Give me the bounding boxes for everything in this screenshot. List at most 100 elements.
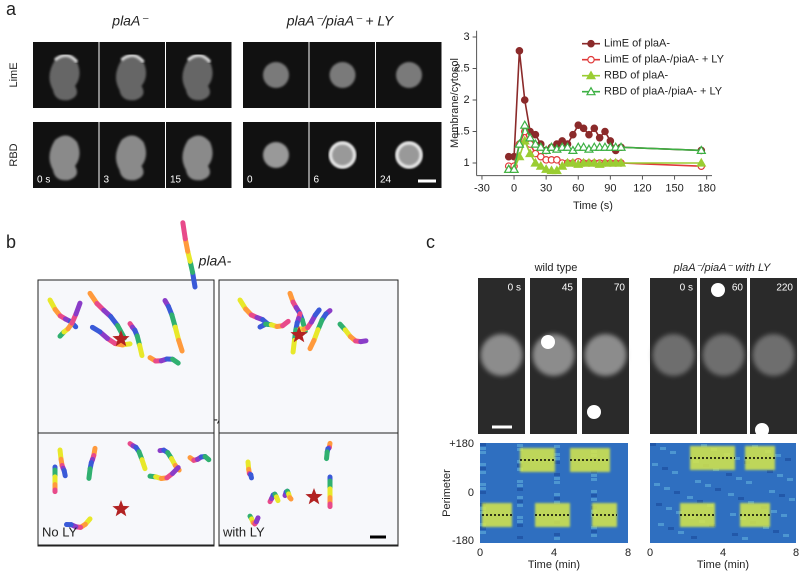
kymo-texture <box>591 498 597 501</box>
data-point <box>520 96 529 104</box>
kymo-texture <box>480 463 486 466</box>
cell <box>652 334 695 376</box>
cell-track <box>280 318 291 329</box>
kymo-texture <box>742 537 748 540</box>
y-tick-label: +180 <box>449 438 474 450</box>
data-point <box>574 121 583 130</box>
cell <box>396 62 422 88</box>
x-tick-label: 0 <box>511 183 517 195</box>
needle-tip <box>711 283 725 297</box>
cortex <box>187 54 212 64</box>
y-tick-label: 0 <box>468 487 474 499</box>
kymo-texture <box>480 527 486 530</box>
cell <box>182 55 213 101</box>
cell <box>115 55 147 101</box>
kymo-texture <box>695 480 701 483</box>
data-point <box>589 157 600 167</box>
legend-marker <box>585 70 597 80</box>
axis-label: Membrane/cytosol <box>449 58 461 148</box>
kymo-texture <box>691 536 697 539</box>
data-point <box>569 130 577 139</box>
x-tick-label: 4 <box>720 547 726 559</box>
cell-track <box>73 300 83 317</box>
kymo-texture <box>480 531 486 534</box>
kymo-texture <box>480 443 486 446</box>
kymo-texture <box>591 526 597 529</box>
data-point <box>553 156 561 164</box>
axis-label: Time (min) <box>697 559 749 571</box>
time-label: 3 <box>104 175 110 186</box>
kymo-texture <box>554 445 560 448</box>
cell <box>480 334 523 376</box>
cell-track <box>139 457 148 472</box>
data-point <box>616 157 627 167</box>
cell-track <box>89 324 103 335</box>
kymo-texture <box>554 481 560 484</box>
kymo-texture <box>773 530 779 533</box>
time-label: 0 s <box>680 283 693 294</box>
chemoattractant-source <box>112 500 130 517</box>
x-tick-label: 0 <box>477 547 483 559</box>
panel-label: b <box>6 232 16 252</box>
kymo-texture <box>697 500 703 503</box>
cell-track <box>248 472 254 481</box>
legend-marker <box>587 39 595 48</box>
kymo-texture <box>730 513 736 516</box>
track-box <box>218 432 399 546</box>
kymo-texture <box>715 488 721 491</box>
data-point <box>535 142 546 151</box>
cell-track <box>324 449 330 462</box>
x-tick-label: 30 <box>540 183 552 195</box>
x-tick-label: 150 <box>665 183 683 195</box>
kymo-texture <box>554 477 560 480</box>
kymo-texture <box>517 496 523 499</box>
cell-track <box>170 356 181 366</box>
cell <box>263 142 289 168</box>
x-tick-label: 60 <box>572 183 584 195</box>
kymo-texture <box>554 497 560 500</box>
legend-label: RBD of plaA- <box>604 70 669 82</box>
data-point <box>525 148 536 158</box>
kymographs: 0 4 8 Time (min) 0 4 8 Time (min) <box>477 443 799 571</box>
cell <box>702 334 745 376</box>
kymo-texture <box>480 483 486 486</box>
kymo-texture <box>656 503 662 506</box>
cell <box>584 334 627 376</box>
data-point <box>585 130 593 139</box>
needle-tip <box>541 335 555 349</box>
cortex <box>329 141 356 169</box>
y-tick-label: 1 <box>463 157 469 169</box>
x-tick-label: -30 <box>474 183 490 195</box>
kymo-texture <box>591 490 597 493</box>
time-label: 6 <box>314 175 320 186</box>
axis-label: Perimeter <box>441 469 453 517</box>
kymo-texture <box>652 463 658 466</box>
data-point <box>601 127 609 136</box>
cell-track <box>253 515 261 525</box>
kymo-texture <box>674 491 680 494</box>
data-point <box>541 164 552 173</box>
kymo-texture <box>664 487 670 490</box>
kymo-texture <box>775 454 781 457</box>
cell-track <box>202 453 212 463</box>
kymo-texture <box>654 483 660 486</box>
kymo-texture <box>517 484 523 487</box>
legend-label: LimE of plaA- <box>604 38 670 50</box>
kymo-texture <box>554 457 560 460</box>
legend-marker <box>587 55 595 64</box>
kymo-texture <box>517 520 523 523</box>
kymo-texture <box>687 496 693 499</box>
legend-label: RBD of plaA-/piaA- + LY <box>604 86 723 98</box>
data-point <box>536 152 545 161</box>
kymo-texture <box>738 497 744 500</box>
cell <box>49 135 80 181</box>
kymo-texture <box>666 507 672 510</box>
micrograph-grid: 0 s 3 15 0 6 24 <box>33 42 442 188</box>
condition-title: plaA⁻/piaA⁻ with LY <box>673 262 771 274</box>
kymo-texture <box>787 478 793 481</box>
data-point <box>578 142 589 151</box>
cell <box>263 62 289 88</box>
chemoattractant-source <box>290 326 308 343</box>
data-point <box>590 124 599 133</box>
kymo-texture <box>591 478 597 481</box>
